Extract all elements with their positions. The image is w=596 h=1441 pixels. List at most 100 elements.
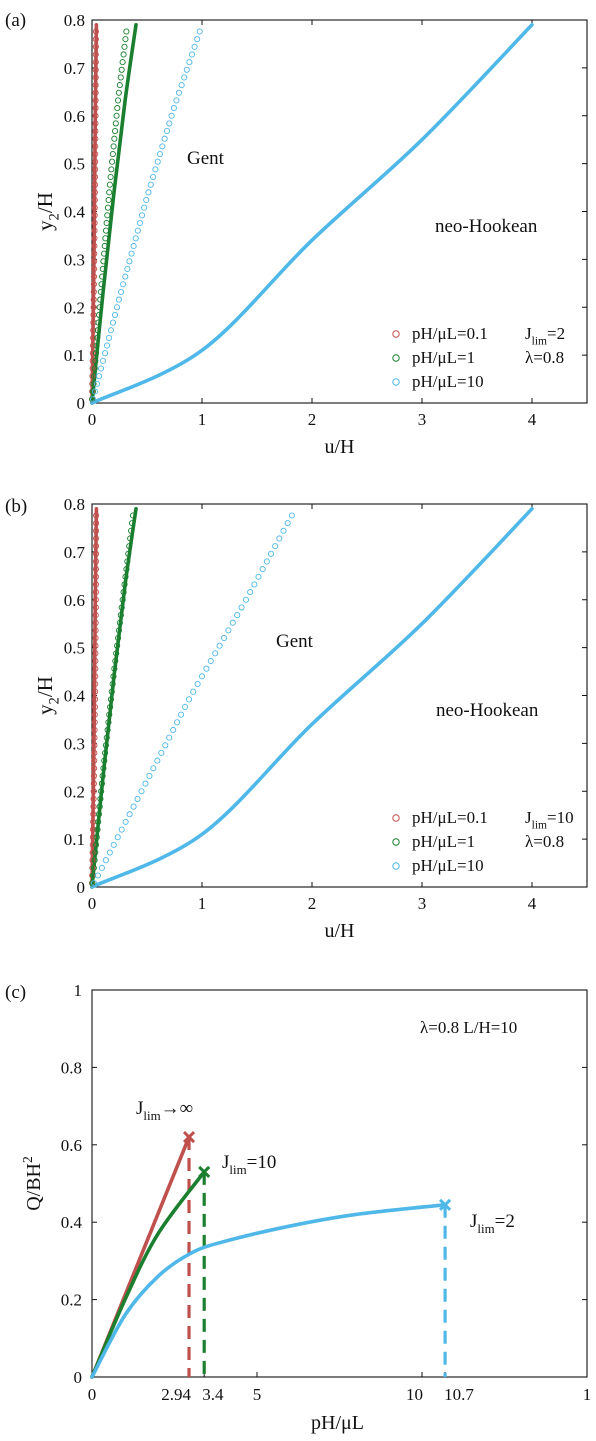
end-marker-green	[198, 1165, 211, 1178]
marker-red	[90, 826, 97, 833]
marker-blue	[207, 657, 214, 665]
marker-green	[108, 688, 115, 695]
marker-red	[93, 520, 100, 527]
marker-blue	[138, 788, 145, 795]
legend-param-jlim: Jlim=10	[525, 808, 574, 831]
marker-red	[92, 51, 99, 58]
y-tick-label: 0.2	[61, 1291, 82, 1310]
y-axis-label: Q/BH2	[20, 1156, 45, 1211]
marker-blue	[174, 719, 181, 726]
annotation-neo-hookean: neo-Hookean	[435, 216, 538, 237]
marker-blue	[238, 604, 245, 611]
end-marker-blue	[439, 1198, 452, 1211]
marker-blue	[109, 319, 117, 326]
marker-red	[92, 680, 99, 688]
y-tick-label: 0.7	[64, 59, 86, 78]
marker-green	[115, 89, 122, 96]
marker-green	[106, 711, 113, 718]
marker-green	[114, 642, 121, 649]
x-tick-label: 4	[528, 894, 537, 913]
x-axis-label: u/H	[325, 436, 355, 458]
marker-blue	[120, 281, 127, 288]
marker-blue	[146, 772, 153, 779]
marker-green	[101, 242, 108, 250]
marker-red	[90, 334, 97, 341]
marker-blue	[150, 765, 157, 772]
marker-red	[92, 642, 99, 649]
marker-green	[100, 765, 107, 772]
marker-blue	[229, 619, 236, 626]
marker-red	[90, 281, 97, 288]
marker-red	[92, 665, 99, 672]
marker-green	[92, 350, 100, 357]
marker-red	[89, 357, 96, 364]
marker-red	[91, 204, 98, 211]
end-marker-stroke	[182, 1130, 196, 1144]
marker-red	[92, 558, 100, 565]
marker-red	[90, 327, 97, 334]
marker-blue	[107, 327, 115, 334]
marker-blue	[196, 28, 203, 35]
marker-blue	[194, 36, 201, 43]
marker-blue	[159, 143, 166, 150]
marker-blue	[170, 105, 177, 112]
marker-blue	[143, 196, 150, 204]
marker-red	[92, 74, 99, 81]
marker-green	[92, 849, 99, 856]
marker-red	[89, 342, 97, 349]
panel-label: (a)	[5, 10, 26, 31]
marker-green	[106, 181, 113, 188]
marker-green	[96, 304, 103, 311]
marker-red	[92, 566, 100, 573]
marker-red	[89, 373, 96, 380]
series-line-red	[90, 22, 99, 405]
marker-red	[90, 780, 97, 787]
series-line-blue	[90, 1202, 447, 1379]
annotation-gent: Gent	[276, 631, 314, 652]
y-tick-label: 0.1	[64, 346, 85, 365]
series-line-green	[90, 506, 138, 889]
marker-blue	[147, 181, 154, 188]
marker-blue	[98, 864, 105, 871]
marker-blue	[126, 811, 133, 818]
marker-green	[121, 581, 128, 588]
marker-green	[101, 757, 108, 764]
marker-blue	[234, 612, 241, 619]
marker-red	[92, 596, 99, 603]
x-tick-label: 1	[198, 410, 207, 429]
x-tick-label: 10.7	[444, 1385, 474, 1404]
marker-blue	[111, 311, 119, 318]
marker-blue	[150, 173, 157, 181]
marker-blue	[188, 51, 196, 58]
marker-green	[110, 673, 117, 680]
marker-red	[91, 726, 98, 734]
marker-green	[93, 834, 100, 841]
marker-blue	[263, 558, 270, 565]
marker-red	[91, 757, 98, 764]
marker-green	[124, 558, 131, 565]
marker-blue	[90, 880, 98, 887]
marker-red	[90, 788, 97, 795]
x-tick-label: 3	[418, 410, 427, 429]
marker-green	[114, 105, 121, 112]
marker-blue	[91, 388, 99, 395]
marker-green	[126, 543, 133, 550]
marker-blue	[105, 334, 113, 341]
x-tick-label: 10	[406, 1385, 423, 1404]
parameter-text: λ=0.8 L/H=10	[420, 1018, 517, 1037]
x-tick-label: 0	[88, 410, 97, 429]
marker-red	[91, 749, 98, 757]
marker-blue	[203, 665, 210, 672]
x-tick-label: 3.4	[202, 1385, 224, 1404]
marker-red	[91, 212, 98, 219]
marker-green	[101, 250, 108, 257]
y-tick-label: 0.5	[64, 155, 85, 174]
marker-blue	[191, 43, 198, 50]
marker-red	[92, 657, 99, 665]
marker-blue	[225, 627, 232, 634]
marker-green	[117, 74, 124, 81]
y-tick-label: 0.6	[64, 591, 85, 610]
series-line-red	[90, 506, 99, 889]
end-marker-red	[182, 1130, 196, 1144]
marker-red	[91, 696, 99, 703]
